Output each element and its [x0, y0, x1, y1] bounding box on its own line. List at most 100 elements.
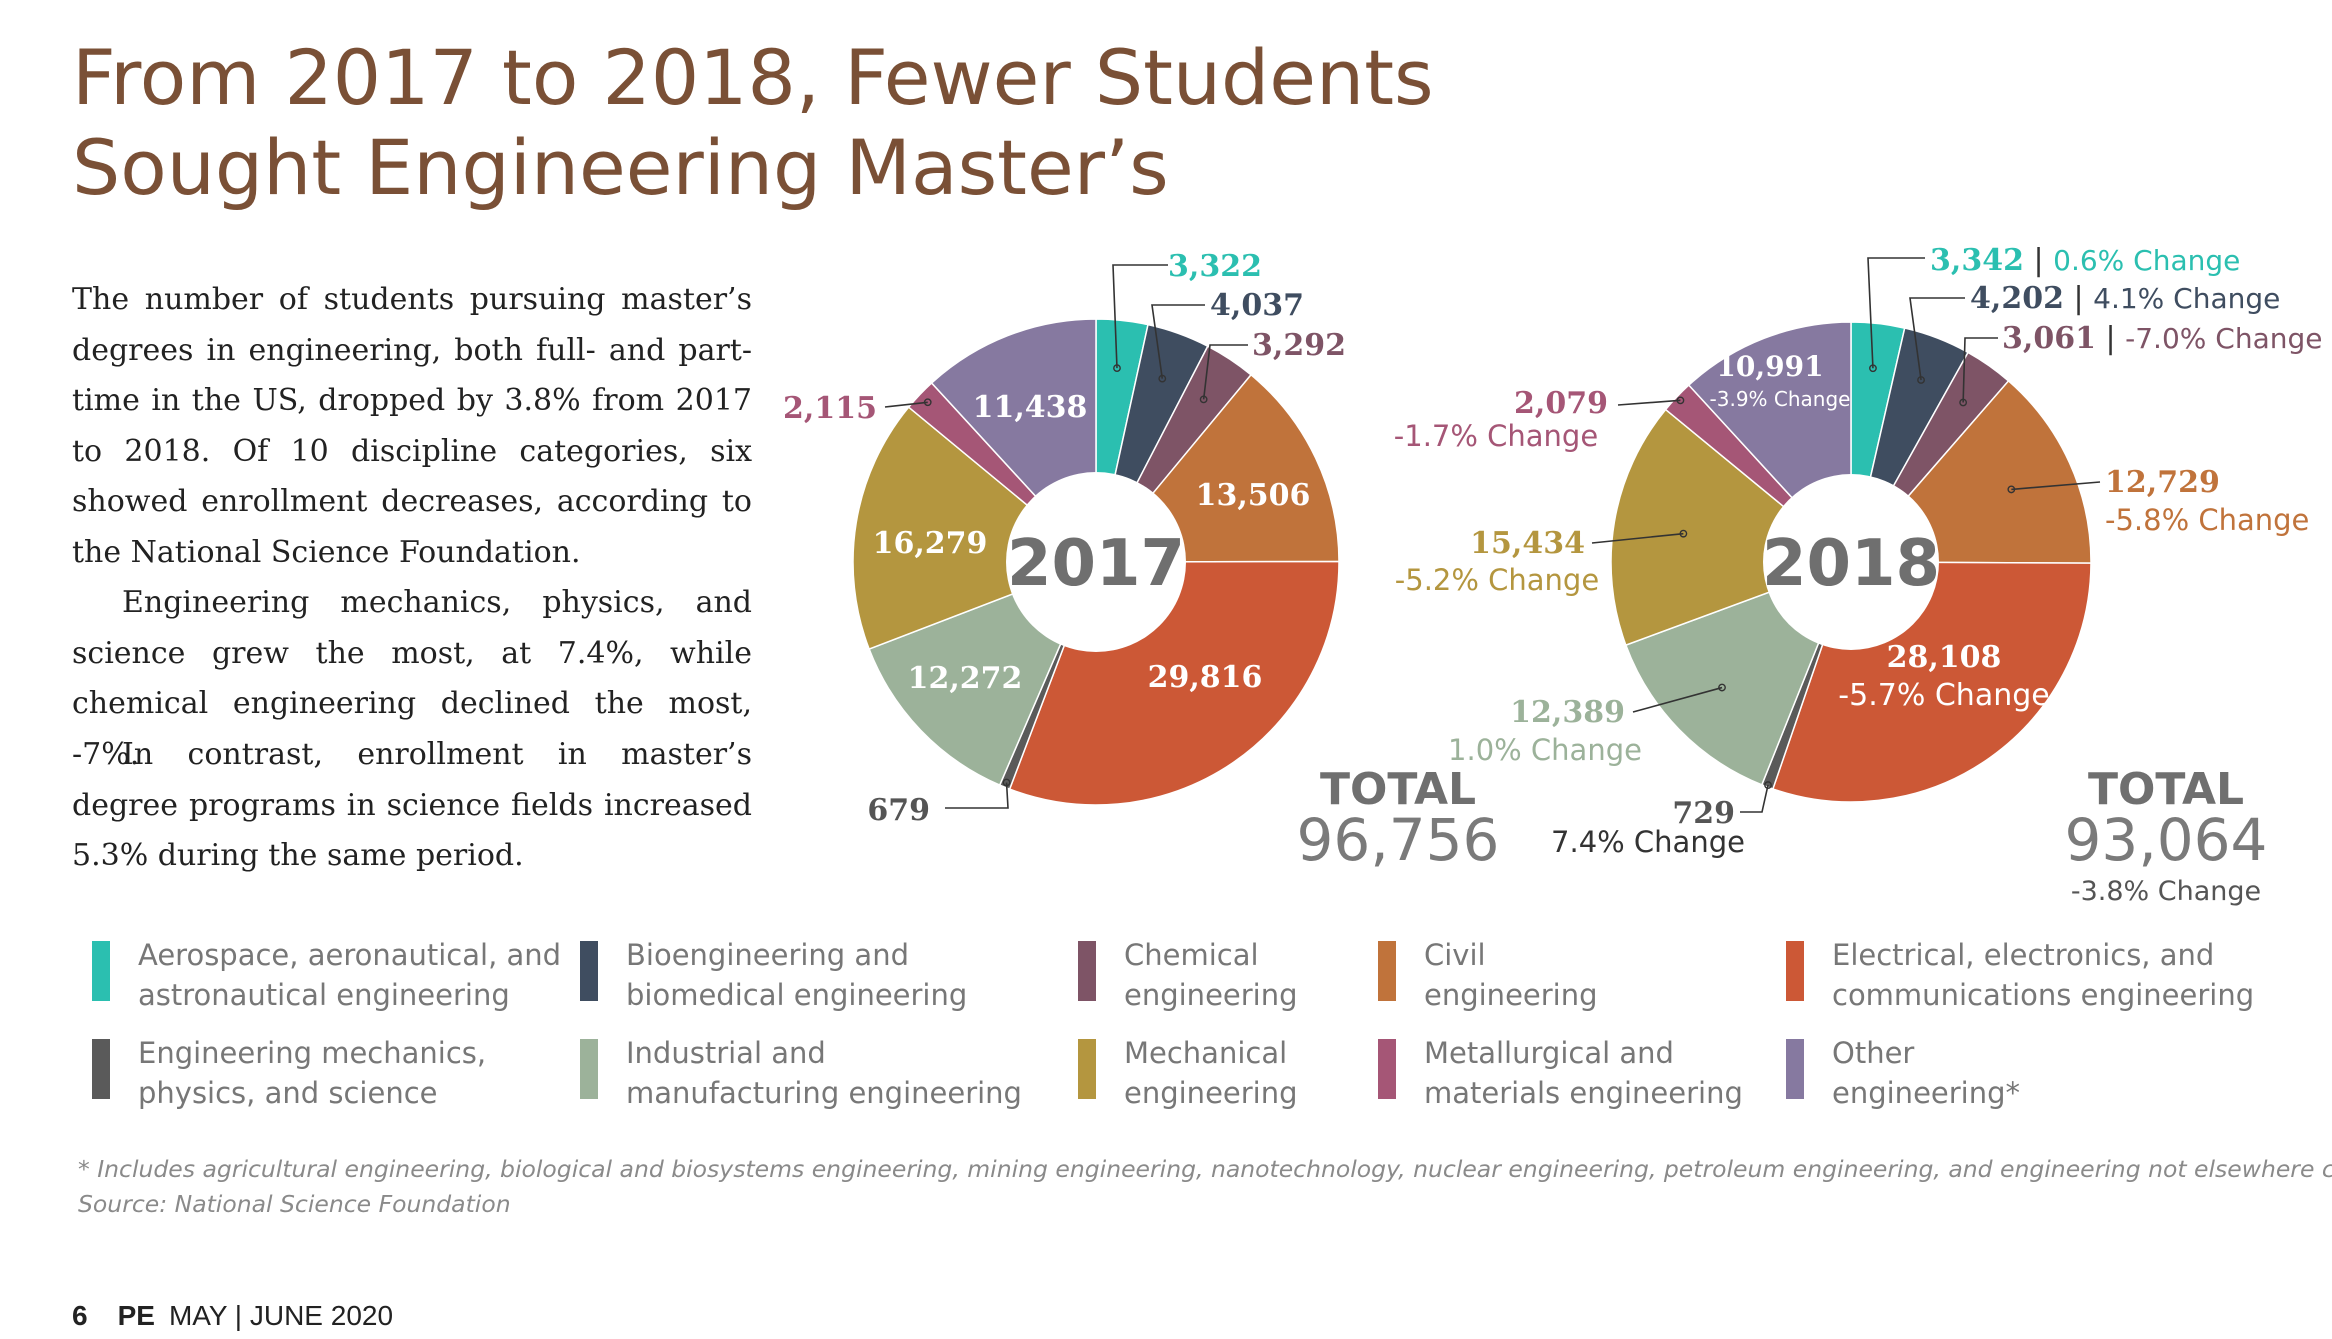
page-folio: 6 PE MAY | JUNE 2020: [72, 1300, 393, 1332]
body-paragraph-1: The number of students pursuing master’s…: [72, 282, 752, 570]
slice-change-label: 7.4% Change: [1551, 825, 1745, 859]
slice-value-label: 3,342 | 0.6% Change: [1930, 243, 2240, 278]
legend-label-line: Industrial and: [626, 1036, 826, 1070]
leader-line: [2011, 481, 2101, 491]
leader-line: [884, 401, 928, 408]
slice-value-label: 2,079: [1514, 386, 1608, 421]
legend-label-line: physics, and science: [138, 1076, 438, 1110]
legend-label-line: Electrical, electronics, and: [1832, 938, 2215, 972]
leader-line: [1962, 337, 1998, 403]
legend-item: Civil engineering: [1378, 935, 1598, 1015]
slice-change-label: -5.7% Change: [1838, 678, 2049, 713]
legend-item: Engineering mechanics, physics, and scien…: [92, 1033, 486, 1113]
leader-line: [1617, 399, 1681, 406]
legend-label: Metallurgical and materials engineering: [1424, 1033, 1743, 1113]
slice-value-label: 4,202 | 4.1% Change: [1970, 281, 2280, 316]
slice-value-label: 11,438: [973, 390, 1088, 425]
legend-item: Bioengineering and biomedical engineering: [580, 935, 967, 1015]
legend-label-line: engineering: [1124, 1076, 1298, 1110]
slice-change-label: -1.7% Change: [1394, 419, 1598, 453]
leader-line: [945, 782, 1009, 809]
legend-item: Electrical, electronics, and communicatio…: [1786, 935, 2254, 1015]
slice-change-label: 1.0% Change: [1448, 733, 1642, 767]
legend-label-line: Metallurgical and: [1424, 1036, 1674, 1070]
legend-swatch: [92, 941, 110, 1001]
legend-label-line: Aerospace, aeronautical, and: [138, 938, 562, 972]
total-label: TOTAL: [2088, 764, 2244, 815]
slice-value-label: 3,322: [1168, 249, 1262, 284]
slice-change-label: -5.8% Change: [2105, 503, 2309, 537]
leader-dot: [923, 398, 932, 407]
total-label: TOTAL: [1320, 764, 1476, 815]
slice-value-label: 28,108: [1887, 640, 2002, 675]
total-value: 96,756: [1297, 806, 1500, 874]
leader-dot: [1718, 683, 1726, 692]
slice-value-label: 13,506: [1196, 478, 1311, 513]
leader-line: [1151, 304, 1205, 379]
legend-swatch: [580, 941, 598, 1001]
legend-swatch: [1786, 941, 1804, 1001]
legend-label-line: Mechanical: [1124, 1036, 1288, 1070]
legend-label-line: engineering: [1124, 978, 1298, 1012]
legend-label: Engineering mechanics, physics, and scien…: [138, 1033, 486, 1113]
legend-label-line: Engineering mechanics,: [138, 1036, 487, 1070]
publication-name: PE: [117, 1300, 155, 1331]
legend-label: Electrical, electronics, and communicatio…: [1832, 935, 2254, 1015]
pie-charts: 2017 3,322 4,037 3,292 13,506 29,816 679 12,272…: [783, 243, 2322, 907]
leader-dot: [1676, 396, 1685, 405]
pie-slice: [852, 406, 1098, 651]
slice-value-label: 4,037: [1210, 288, 1304, 323]
legend-item: Other engineering*: [1786, 1033, 2020, 1113]
legend-label: Mechanical engineering: [1124, 1033, 1298, 1113]
legend-label-line: communications engineering: [1832, 978, 2255, 1012]
pie-year-label: 2018: [1762, 527, 1940, 601]
slice-value-label: 3,061 | -7.0% Change: [2002, 321, 2322, 356]
leader-dot: [1959, 398, 1968, 407]
page-number: 6: [72, 1300, 88, 1331]
legend-item: Industrial and manufacturing engineering: [580, 1033, 1022, 1113]
leader-dot: [1002, 778, 1011, 787]
slice-value-label: 12,272: [908, 661, 1023, 696]
source-note: Source: National Science Foundation: [78, 1190, 511, 1218]
legend-label: Chemical engineering: [1124, 935, 1298, 1015]
legend-label-line: biomedical engineering: [626, 978, 968, 1012]
legend-item: Chemical engineering: [1078, 935, 1298, 1015]
slice-value-label: 3,292: [1252, 328, 1346, 363]
footnote: * Includes agricultural engineering, bio…: [78, 1155, 2332, 1183]
legend-swatch: [1378, 941, 1396, 1001]
legend-label-line: astronautical engineering: [138, 978, 510, 1012]
legend-swatch: [92, 1039, 110, 1099]
leader-line: [1740, 784, 1769, 813]
leader-line: [1867, 257, 1925, 369]
legend-label-line: Civil: [1424, 938, 1486, 972]
legend-label-line: Other: [1832, 1036, 1915, 1070]
pie-slice: [1610, 408, 1853, 647]
total-change: -3.8% Change: [2071, 876, 2261, 907]
legend-label: Civil engineering: [1424, 935, 1598, 1015]
body-paragraph-2: Engineering mechanics, physics, and scie…: [72, 585, 752, 772]
slice-value-label: 15,434: [1470, 526, 1585, 561]
headline-line-1: From 2017 to 2018, Fewer Students: [72, 33, 1434, 122]
legend-label-line: manufacturing engineering: [626, 1076, 1022, 1110]
leader-line: [1202, 344, 1248, 400]
legend-swatch: [1378, 1039, 1396, 1099]
leader-dot: [1917, 376, 1925, 384]
legend-item: Metallurgical and materials engineering: [1378, 1033, 1743, 1113]
legend-swatch: [580, 1039, 598, 1099]
issue-date: MAY | JUNE 2020: [168, 1300, 394, 1331]
pie-center-hole: [1006, 472, 1186, 652]
slice-change-label: -3.9% Change: [1710, 387, 1851, 411]
legend-label: Other engineering*: [1832, 1033, 2020, 1113]
legend-label-line: Chemical: [1124, 938, 1259, 972]
legend-label: Industrial and manufacturing engineering: [626, 1033, 1022, 1113]
leader-dot: [1679, 529, 1688, 538]
slice-value-label: 16,279: [873, 526, 988, 561]
slice-change-label: -5.2% Change: [1395, 563, 1599, 597]
legend-swatch: [1078, 941, 1096, 1001]
leader-line: [1632, 686, 1723, 713]
slice-value-label: 12,389: [1510, 695, 1625, 730]
legend-label: Bioengineering and biomedical engineering: [626, 935, 967, 1015]
leader-dot: [2007, 485, 2016, 494]
legend-item: Mechanical engineering: [1078, 1033, 1298, 1113]
